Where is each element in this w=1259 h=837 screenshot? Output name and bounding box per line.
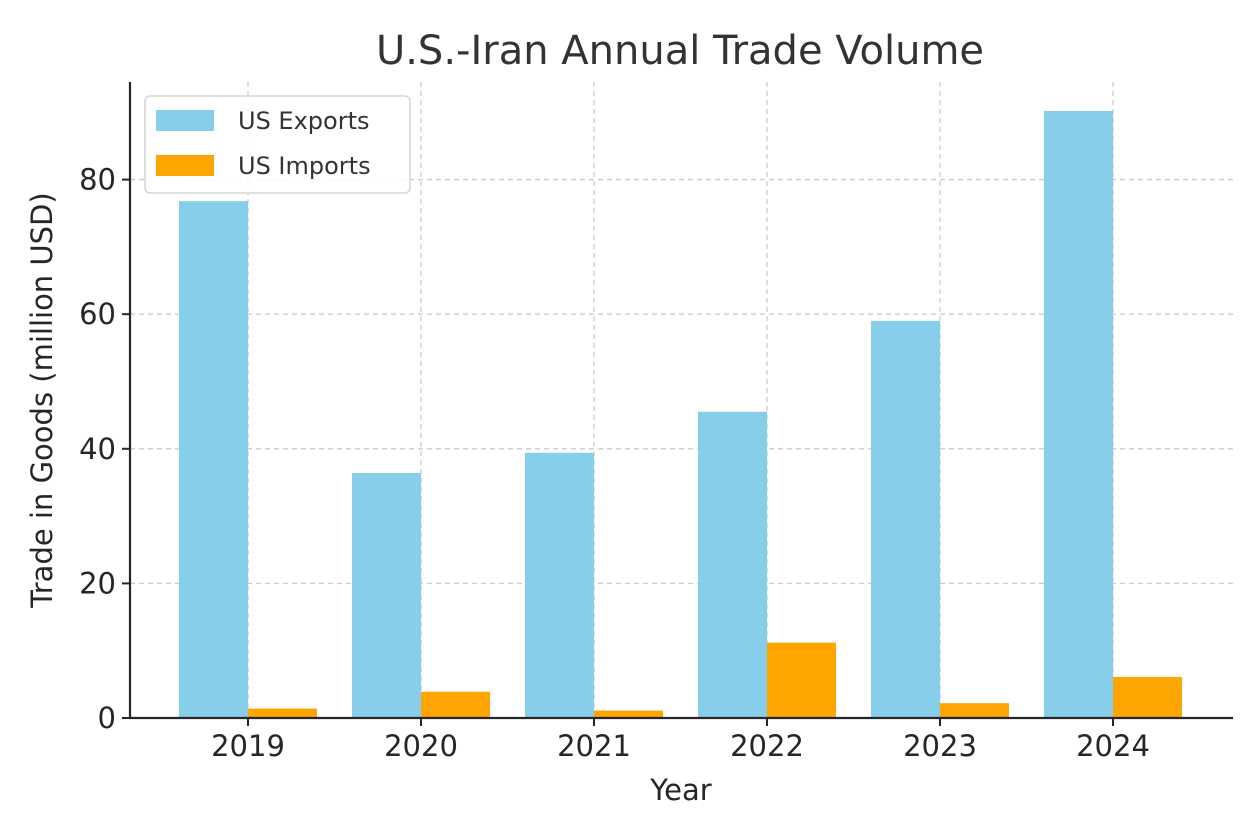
bar-us-exports-2023 (871, 320, 940, 718)
bar-us-exports-2022 (698, 411, 767, 718)
bar-us-exports-2019 (179, 201, 248, 719)
y-tick-label: 80 (79, 163, 116, 197)
bar-us-imports-2022 (767, 642, 836, 718)
x-tick-label: 2020 (384, 729, 458, 763)
y-tick-label: 60 (79, 297, 116, 331)
x-tick-label: 2023 (903, 729, 977, 763)
x-tick-label: 2019 (211, 729, 285, 763)
axes (128, 82, 1233, 720)
legend-swatch-us-exports (156, 110, 214, 131)
x-axis-label: Year (649, 773, 711, 807)
bar-us-imports-2020 (421, 691, 490, 718)
chart-title: U.S.-Iran Annual Trade Volume (376, 28, 984, 74)
bar-us-imports-2023 (940, 703, 1009, 718)
y-tick-label: 40 (79, 432, 116, 466)
x-tick-label: 2022 (730, 729, 804, 763)
x-tick-label: 2024 (1076, 729, 1150, 763)
ticks: 0 20 40 60 80 2019 2020 2021 2022 2023 2024 (79, 163, 1150, 763)
bar-us-imports-2019 (248, 708, 317, 718)
bar-us-imports-2021 (594, 710, 663, 718)
y-tick-label: 20 (79, 566, 116, 600)
bar-us-imports-2024 (1113, 676, 1182, 718)
bar-us-exports-2021 (525, 452, 594, 718)
bar-us-exports-2024 (1044, 110, 1113, 718)
legend-label-us-exports: US Exports (238, 107, 370, 135)
bar-us-exports-2020 (352, 473, 421, 718)
bars (179, 110, 1182, 719)
y-tick-label: 0 (98, 701, 116, 735)
legend: US Exports US Imports (144, 95, 411, 194)
y-axis-label: Trade in Goods (million USD) (25, 192, 59, 608)
legend-label-us-imports: US Imports (238, 152, 371, 180)
legend-swatch-us-imports (156, 155, 214, 176)
x-tick-label: 2021 (557, 729, 631, 763)
